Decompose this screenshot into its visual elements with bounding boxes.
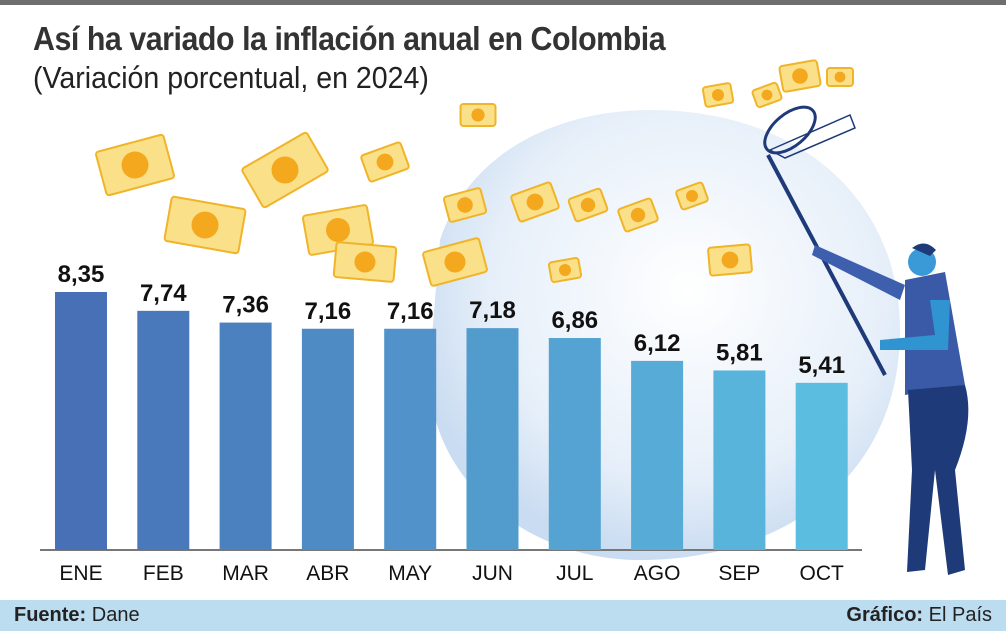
source-credit: Fuente: Dane	[14, 604, 140, 627]
data-label: 7,74	[140, 280, 187, 307]
bar-jul	[548, 338, 601, 550]
bill-icon	[707, 243, 753, 277]
person-with-net-illustration	[763, 105, 969, 575]
bill-icon	[826, 67, 854, 87]
data-label: 6,86	[551, 307, 598, 334]
data-label: 7,16	[387, 298, 434, 325]
bar-ago	[631, 360, 684, 550]
chart-title: Así ha variado la inflación anual en Col…	[33, 20, 666, 57]
bar-oct	[795, 382, 848, 550]
bill-icon	[422, 237, 488, 287]
x-tick-label: JUL	[556, 562, 593, 585]
data-label: 5,41	[798, 352, 845, 379]
bill-icon	[617, 197, 659, 233]
graphic-credit: Gráfico: El País	[846, 604, 992, 627]
bar-ene	[55, 291, 107, 550]
bar-jun	[466, 328, 519, 550]
source-value: Dane	[91, 604, 140, 626]
bar-sep	[713, 370, 766, 550]
bill-icon	[701, 82, 735, 108]
data-label: 7,36	[222, 292, 269, 319]
bill-icon	[442, 187, 488, 223]
bill-icon	[510, 181, 560, 223]
data-label: 7,18	[469, 297, 516, 324]
bill-icon	[360, 141, 410, 183]
data-label: 8,35	[58, 261, 105, 288]
credit-label: Gráfico:	[846, 604, 924, 626]
bill-icon	[95, 133, 175, 197]
bill-icon	[778, 59, 822, 93]
x-tick-label: MAR	[222, 562, 269, 585]
source-label: Fuente:	[14, 604, 87, 626]
x-tick-label: ENE	[59, 562, 102, 585]
x-tick-label: OCT	[800, 562, 845, 585]
data-label: 5,81	[716, 339, 763, 366]
credit-value: El País	[928, 604, 992, 626]
x-tick-label: MAY	[388, 562, 432, 585]
x-tick-label: SEP	[718, 562, 760, 585]
x-tick-label: AGO	[634, 562, 681, 585]
bill-icon	[751, 81, 783, 109]
bar-mar	[219, 322, 272, 550]
top-rule	[0, 0, 1006, 5]
bar-feb	[137, 310, 190, 550]
bill-icon	[567, 187, 609, 223]
data-label: 7,16	[305, 298, 352, 325]
bar-abr	[301, 328, 354, 550]
x-tick-label: FEB	[143, 562, 184, 585]
bill-icon	[163, 195, 247, 255]
bar-may	[384, 328, 437, 550]
bill-icon	[547, 257, 583, 283]
bill-icon	[332, 241, 398, 283]
footer-bar: Fuente: Dane Gráfico: El País	[0, 600, 1006, 631]
background-blob	[429, 110, 900, 560]
x-tick-label: JUN	[472, 562, 513, 585]
bill-icon	[241, 131, 329, 209]
bill-icon	[459, 103, 497, 127]
bar-chart: 8,35 ENE 7,74 FEB 7,36 MAR 7,16 ABR 7,16 MAY 7,18 J…	[40, 59, 969, 585]
x-tick-label: ABR	[306, 562, 349, 585]
chart-subtitle: (Variación porcentual, en 2024)	[33, 60, 429, 95]
money-bills-decoration	[95, 59, 854, 287]
bill-icon	[675, 181, 709, 211]
data-label: 6,12	[634, 330, 681, 357]
